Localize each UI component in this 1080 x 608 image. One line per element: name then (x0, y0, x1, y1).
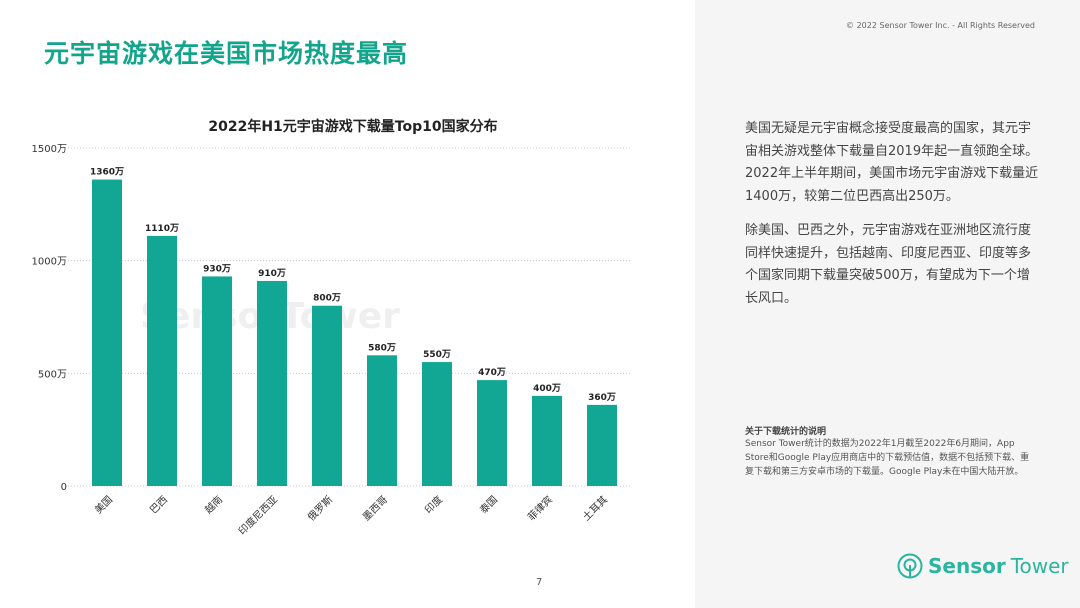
y-tick-label: 1000万 (32, 257, 67, 268)
note-title: 关于下载统计的说明 (745, 427, 827, 437)
bar (587, 404, 617, 486)
bar (422, 362, 452, 486)
side-panel (695, 0, 1080, 608)
x-tick-label: 墨西哥 (360, 494, 390, 524)
logo-text-tower: Tower (1010, 554, 1069, 578)
data-label: 400万 (533, 383, 561, 394)
sensor-tower-logo-icon (897, 553, 923, 579)
data-label: 930万 (203, 263, 231, 274)
bar (147, 235, 177, 486)
y-tick-label: 0 (61, 482, 67, 493)
sensor-tower-logo: Sensor Tower (897, 553, 1069, 579)
x-tick-label: 俄罗斯 (305, 493, 335, 523)
data-label: 910万 (258, 268, 286, 279)
bar (257, 280, 287, 486)
x-tick-label: 菲律宾 (525, 493, 555, 523)
y-tick-label: 500万 (38, 369, 67, 380)
data-label: 1110万 (145, 223, 179, 234)
note-text: Sensor Tower统计的数据为2022年1月截至2022年6月期间，App… (745, 439, 1030, 477)
paragraph-2: 除美国、巴西之外，元宇宙游戏在亚洲地区流行度同样快速提升，包括越南、印度尼西亚、… (745, 223, 1032, 306)
bar (312, 305, 342, 486)
bar (367, 355, 397, 486)
bar (477, 380, 507, 486)
copyright: © 2022 Sensor Tower Inc. - All Rights Re… (846, 21, 1035, 30)
data-label: 1360万 (90, 167, 124, 178)
x-tick-label: 美国 (92, 493, 115, 516)
bar (532, 395, 562, 486)
page-number: 7 (536, 577, 543, 588)
paragraph-1: 美国无疑是元宇宙概念接受度最高的国家，其元宇宙相关游戏整体下载量自2019年起一… (745, 121, 1039, 204)
data-label: 470万 (478, 367, 506, 378)
x-tick-label: 土耳其 (580, 493, 610, 523)
logo-text-sensor: Sensor (928, 554, 1006, 578)
x-tick-label: 印度 (422, 493, 445, 516)
x-tick-label: 越南 (202, 493, 225, 516)
chart-title: 2022年H1元宇宙游戏下载量Top10国家分布 (208, 118, 497, 135)
y-tick-label: 1500万 (32, 144, 67, 155)
bar (92, 179, 122, 486)
x-tick-label: 巴西 (147, 494, 170, 517)
data-label: 360万 (588, 392, 616, 403)
data-label: 580万 (368, 342, 396, 353)
data-label: 800万 (313, 293, 341, 304)
page-title: 元宇宙游戏在美国市场热度最高 (44, 39, 409, 68)
x-tick-label: 泰国 (477, 493, 500, 516)
data-label: 550万 (423, 349, 451, 360)
bar (202, 276, 232, 486)
x-tick-label: 印度尼西亚 (236, 493, 281, 538)
